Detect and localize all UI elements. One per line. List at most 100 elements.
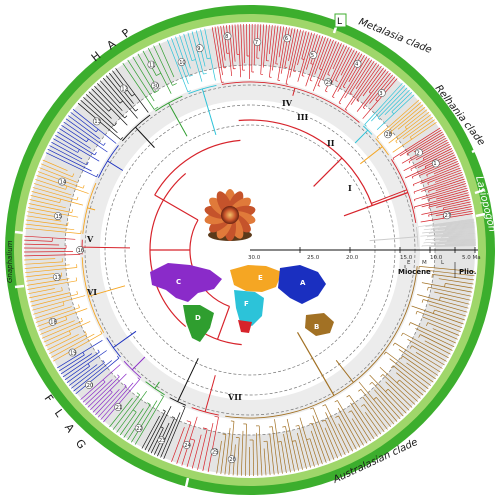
branch-join <box>409 345 413 349</box>
branch-tip <box>374 389 401 420</box>
branch-tip <box>433 163 459 175</box>
branch-tip <box>419 158 458 176</box>
branch-tip <box>236 437 240 476</box>
backbone-arc-hap <box>238 119 373 206</box>
clade-stem <box>292 87 296 96</box>
branch-tip <box>24 254 81 257</box>
node-label: 24 <box>184 443 190 449</box>
numbered-nodes: 1234567891011121314151617181920212223242… <box>48 32 451 464</box>
branch-tip <box>351 418 368 444</box>
branch-tip <box>392 122 437 153</box>
branch-join <box>427 287 429 291</box>
branch-tip <box>368 69 387 93</box>
branch-tip <box>286 418 299 471</box>
branch-tip <box>427 169 462 184</box>
branch-join <box>392 342 396 346</box>
node-label: 7 <box>255 40 258 46</box>
branch-tip <box>448 235 476 238</box>
branch-tip <box>191 434 202 469</box>
branch-tip <box>263 448 267 476</box>
branch-tip <box>39 167 78 183</box>
branch-tip <box>340 49 355 76</box>
branch-tip <box>280 441 287 474</box>
branch-tip <box>430 241 476 244</box>
branch-join <box>120 137 123 140</box>
node-circle <box>54 212 62 220</box>
branch-join <box>346 395 350 398</box>
node-circle <box>309 51 318 59</box>
branch-join <box>202 427 208 430</box>
branch-tip <box>409 119 435 138</box>
branch-tip <box>47 334 79 351</box>
branch-join <box>103 142 106 146</box>
l-box <box>334 13 347 28</box>
branch-tip <box>338 56 368 103</box>
branch-join <box>100 330 103 334</box>
branch-tip <box>207 417 219 473</box>
branch-join <box>96 173 99 177</box>
branch-tip <box>327 43 342 75</box>
map-label-f: F <box>244 300 249 308</box>
branch-tip <box>243 24 246 64</box>
branch-join <box>400 355 404 360</box>
branch-join <box>369 382 373 385</box>
branch-join <box>114 123 117 126</box>
node-label: 3 <box>379 91 382 97</box>
branch-tip <box>415 352 443 369</box>
branch-join <box>309 79 313 82</box>
branch-join <box>102 360 105 363</box>
backbone-stem <box>216 306 231 340</box>
branch-tip <box>421 203 472 215</box>
branch-tip <box>132 56 155 93</box>
branch-tip <box>33 183 72 196</box>
branch-tip <box>191 31 204 75</box>
branch-join <box>123 383 127 387</box>
branch-tip <box>410 148 453 170</box>
branch-tip <box>322 42 340 81</box>
branch-tip <box>422 316 461 333</box>
branch-tip <box>217 26 225 68</box>
map-label-d: D <box>195 314 201 322</box>
branch-join <box>203 72 207 75</box>
clade-stem <box>359 146 383 165</box>
branch-join <box>97 349 100 353</box>
branch-tip <box>362 72 391 108</box>
branch-tip <box>220 25 226 61</box>
branch-tip <box>413 165 460 185</box>
branch-tip <box>439 238 476 241</box>
branch-join <box>189 74 193 77</box>
branch-tip <box>265 24 270 61</box>
branch-join <box>317 85 321 87</box>
branch-tip <box>312 39 334 92</box>
branch-tip <box>30 195 60 204</box>
node-label: 5 <box>311 53 314 59</box>
branch-tip <box>70 112 97 133</box>
node-label: 30 <box>153 83 159 89</box>
branch-tip <box>28 288 55 295</box>
branch-join <box>427 182 429 185</box>
branch-tip <box>358 381 395 425</box>
branch-tip <box>415 141 449 161</box>
branch-tip <box>446 239 476 242</box>
node-label: 14 <box>60 179 66 185</box>
roman-label-v: V <box>86 234 94 244</box>
branch-tip <box>29 290 63 299</box>
branch-tip <box>82 381 106 403</box>
branch-tip <box>362 396 388 430</box>
branch-tip <box>375 76 396 100</box>
clade-stem <box>201 88 217 136</box>
flower-illustration <box>204 189 256 241</box>
branch-tip <box>411 305 464 325</box>
branch-tip <box>337 407 361 448</box>
map-label-b: B <box>314 323 319 331</box>
branch-join <box>332 96 335 99</box>
branch-tip <box>301 33 315 76</box>
branch-join <box>413 191 415 194</box>
branch-join <box>154 89 159 94</box>
branch-tip <box>204 28 216 81</box>
branch-tip <box>376 397 398 422</box>
branch-tip <box>350 64 380 105</box>
branch-tip <box>23 251 74 253</box>
branch-tip <box>28 203 72 213</box>
